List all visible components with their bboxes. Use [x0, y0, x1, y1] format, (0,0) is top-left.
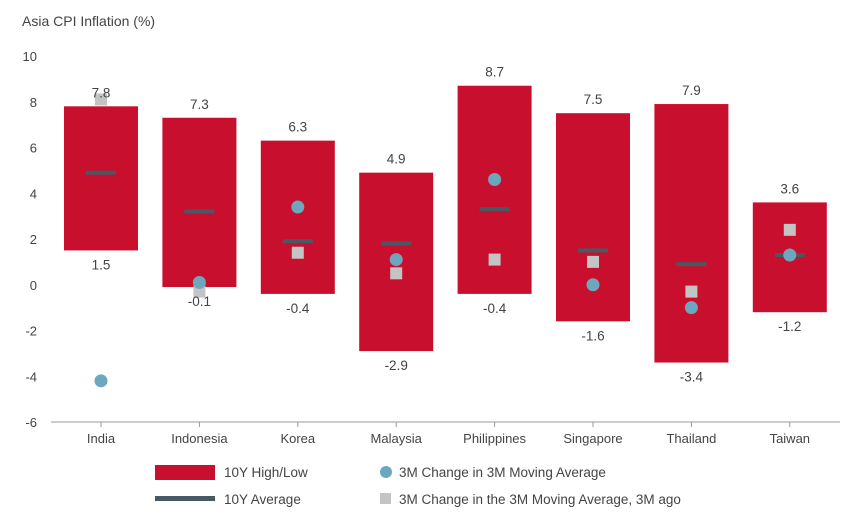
high-label: 6.3	[288, 120, 307, 135]
current-marker	[389, 253, 403, 267]
x-tick-label: Korea	[280, 431, 315, 446]
category-labels: India Indonesia Korea Malaysia Philippines Si…	[87, 422, 810, 446]
average-mark	[86, 170, 116, 175]
low-label: -0.1	[188, 294, 211, 309]
low-label: -0.4	[286, 301, 310, 316]
x-tick-label: Philippines	[463, 431, 526, 446]
y-tick-label: 0	[30, 278, 37, 293]
ago-marker	[587, 255, 599, 268]
x-tick-label: Singapore	[563, 431, 622, 446]
x-tick-label: Thailand	[666, 431, 716, 446]
current-marker	[192, 275, 206, 289]
low-label: -0.4	[483, 301, 507, 316]
y-tick-label: -6	[25, 415, 37, 430]
ago-marker	[95, 93, 107, 106]
y-tick-label: 4	[30, 186, 37, 201]
legend-average-label: 10Y Average	[224, 492, 301, 507]
current-marker	[291, 200, 305, 214]
legend: 10Y High/Low 10Y Average 3M Change in 3M…	[155, 465, 681, 507]
legend-average-swatch	[155, 496, 215, 501]
legend-current-label: 3M Change in 3M Moving Average	[399, 465, 606, 480]
ago-marker	[685, 285, 698, 298]
low-label: -1.6	[581, 328, 604, 343]
y-tick-label: 10	[23, 49, 37, 64]
range-bar	[64, 106, 138, 251]
range-bars	[64, 85, 827, 363]
legend-range-label: 10Y High/Low	[224, 465, 308, 480]
ago-marker	[488, 253, 501, 266]
current-markers	[94, 173, 797, 388]
data-labels: 7.8 1.5 7.3 -0.1 6.3 -0.4 4.9 -2.9 8.7 -0.4 7.5 -1.…	[92, 65, 802, 385]
average-mark	[578, 248, 608, 253]
high-label: 4.9	[387, 152, 406, 167]
y-tick-label: -4	[25, 369, 37, 384]
x-tick-label: Taiwan	[770, 431, 810, 446]
current-marker	[783, 248, 797, 262]
y-tick-label: 6	[30, 141, 37, 156]
x-tick-label: Indonesia	[171, 431, 228, 446]
current-marker	[684, 301, 698, 315]
average-mark	[479, 207, 510, 212]
high-label: 7.8	[92, 85, 111, 100]
high-label: 7.5	[584, 92, 603, 107]
y-axis-ticks: -6 -4 -2 0 2 4 6 8 10	[23, 49, 37, 430]
legend-current-swatch	[380, 466, 392, 478]
range-bar	[162, 117, 237, 288]
current-marker	[94, 374, 108, 388]
average-mark	[676, 262, 707, 267]
average-mark	[381, 241, 412, 246]
x-tick-label: India	[87, 431, 116, 446]
y-tick-label: 8	[30, 95, 37, 110]
ago-marker	[390, 267, 403, 280]
legend-ago-label: 3M Change in the 3M Moving Average, 3M a…	[399, 492, 681, 507]
ago-marker	[193, 285, 206, 298]
range-bar	[260, 140, 335, 294]
high-label: 3.6	[780, 181, 799, 196]
legend-range-swatch	[155, 465, 215, 480]
average-mark	[184, 209, 215, 214]
ago-marker	[291, 246, 304, 259]
high-label: 8.7	[485, 65, 504, 80]
low-label: -3.4	[680, 370, 704, 385]
high-label: 7.3	[190, 97, 209, 112]
y-tick-label: 2	[30, 232, 37, 247]
legend-ago-swatch	[380, 493, 391, 504]
range-bar	[654, 104, 729, 363]
low-label: -2.9	[385, 358, 408, 373]
low-label: -1.2	[778, 319, 801, 334]
y-axis-title: Asia CPI Inflation (%)	[22, 13, 155, 29]
current-marker	[488, 173, 502, 187]
ago-markers	[95, 93, 796, 298]
high-label: 7.9	[682, 83, 701, 98]
average-mark	[282, 239, 313, 244]
low-label: 1.5	[92, 257, 111, 272]
x-tick-label: Malaysia	[371, 431, 423, 446]
current-marker	[586, 278, 600, 292]
ago-marker	[783, 223, 796, 236]
y-tick-label: -2	[25, 324, 37, 339]
